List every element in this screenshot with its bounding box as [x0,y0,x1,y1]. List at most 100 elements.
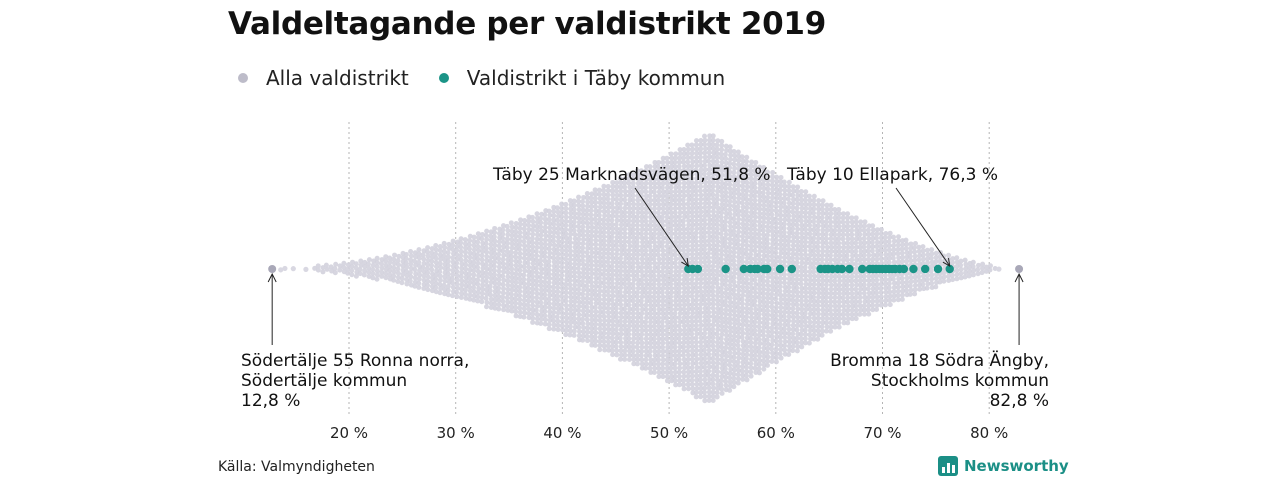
swarm-dot [655,361,661,367]
x-tick-label-3: 50 % [650,424,688,442]
swarm-dot [878,290,884,296]
swarm-dot [874,235,880,241]
swarm-dot [987,267,993,273]
swarm-dot [807,227,813,233]
swarm-dot [735,342,741,348]
swarm-dot [765,295,771,301]
swarm-dot [698,389,704,395]
swarm-dot [718,285,724,291]
swarm-dot [647,281,653,287]
swarm-dot [693,167,699,173]
swarm-dot [559,201,565,207]
swarm-dot [765,257,771,263]
swarm-dot [538,257,544,263]
swarm-dot [920,248,926,254]
swarm-dot [727,282,733,288]
brand-logo: Newsworthy [938,456,1069,476]
swarm-dot [626,172,632,178]
swarm-dot [698,335,704,341]
swarm-dot [542,308,548,314]
swarm-dot [626,272,632,278]
swarm-dot [714,230,720,236]
swarm-dot [690,146,696,152]
swarm-dot [748,272,754,278]
swarm-dot [707,179,713,185]
swarm-dot [593,242,599,248]
swarm-dot [714,314,720,320]
swarm-dot [622,197,628,203]
swarm-dot [773,204,779,210]
swarm-dot [778,300,784,306]
swarm-dot [693,314,699,320]
swarm-dot [601,221,607,227]
swarm-dot [782,213,788,219]
swarm-dot [895,288,901,294]
swarm-dot [794,205,800,211]
swarm-dot [517,284,523,290]
swarm-dot [555,222,561,228]
swarm-dot [433,280,439,286]
swarm-dot [480,286,486,292]
swarm-dot [757,198,763,204]
swarm-dot [723,290,729,296]
swarm-dot [782,187,788,193]
swarm-dot [421,273,427,279]
swarm-dot [673,243,679,249]
swarm-dot [731,170,737,176]
swarm-dot [685,243,691,249]
swarm-dot [593,284,599,290]
swarm-dot [572,286,578,292]
swarm-dot [731,325,737,331]
swarm-dot [802,248,808,254]
swarm-dot [546,258,552,264]
swarm-dot [580,249,586,255]
swarm-dot [756,315,762,321]
swarm-dot [664,327,670,333]
swarm-dot [601,255,607,261]
swarm-dot [907,254,913,260]
swarm-dot [673,235,679,241]
swarm-dot [753,206,759,212]
swarm-dot [782,217,788,223]
swarm-dot [606,293,612,299]
swarm-dot [811,235,817,241]
swarm-dot [617,289,623,295]
swarm-dot [874,294,880,300]
swarm-dot [739,166,745,172]
swarm-dot [799,340,805,346]
swarm-dot [676,373,682,379]
swarm-dot [761,286,767,292]
swarm-dot [731,359,737,365]
swarm-dot [748,251,754,257]
swarm-dot [475,277,481,283]
swarm-dot [681,340,687,346]
swarm-dot [530,319,536,325]
swarm-dot [530,248,536,254]
swarm-dot [861,290,867,296]
swarm-dot [659,243,665,249]
swarm-dot [567,198,573,204]
swarm-dot [731,384,737,390]
swarm-dot [676,352,682,358]
swarm-dot [685,251,691,257]
swarm-dot [828,320,834,326]
swarm-dot [496,243,502,249]
swarm-dot [727,198,733,204]
swarm-dot [656,189,662,195]
swarm-dot [778,212,784,218]
swarm-dot [596,221,602,227]
swarm-dot [609,263,615,269]
swarm-dot [748,289,754,295]
swarm-dot [865,307,871,313]
swarm-dot [773,338,779,344]
swarm-dot [521,238,527,244]
swarm-dot [505,274,511,280]
swarm-dot [769,283,775,289]
swarm-dot [404,281,410,287]
swarm-dot [593,267,599,273]
swarm-dot [664,290,670,296]
swarm-dot [387,255,393,261]
swarm-dot [580,270,586,276]
swarm-dot [664,197,670,203]
swarm-dot [689,356,695,362]
